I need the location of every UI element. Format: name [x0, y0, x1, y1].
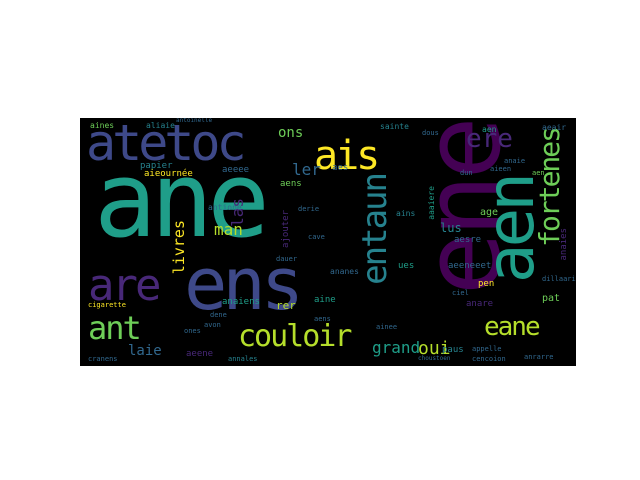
- word: dillaarian: [542, 275, 576, 283]
- word: are: [88, 260, 162, 311]
- word: cigarette: [88, 301, 126, 309]
- word: aeair: [542, 123, 567, 132]
- word: antoinelle: [176, 118, 213, 124]
- word: avon: [204, 321, 221, 329]
- word: aeene: [186, 349, 214, 359]
- word: choustoen: [418, 355, 451, 362]
- word: anaie: [504, 157, 526, 165]
- word: aes: [332, 163, 349, 173]
- word: ains: [396, 209, 416, 218]
- word: anaies: [559, 228, 569, 261]
- word: cave: [308, 233, 325, 241]
- word: atetoc: [86, 118, 247, 172]
- word: aens: [314, 315, 331, 323]
- word: aliaie: [146, 121, 175, 130]
- word: rer: [276, 299, 296, 312]
- word: aine: [314, 295, 336, 305]
- word: aaaiere: [427, 186, 436, 220]
- word: ane: [94, 139, 270, 261]
- word: aens: [280, 179, 302, 189]
- word: anrarre: [524, 353, 554, 361]
- word: ler: [292, 160, 321, 179]
- word: grand: [372, 338, 421, 357]
- word: pat: [542, 293, 561, 304]
- word: paus: [442, 345, 464, 355]
- word: dene: [210, 311, 227, 319]
- word: cranens: [88, 355, 118, 363]
- word: man: [214, 220, 243, 239]
- word: ajouter: [281, 210, 291, 248]
- word: livres: [170, 220, 188, 275]
- word: cencoion: [472, 355, 506, 363]
- word: aieournée: [144, 169, 193, 179]
- word: aen: [532, 169, 545, 177]
- word: entaun: [355, 174, 395, 285]
- word: lus: [440, 221, 462, 235]
- word: aeeee: [222, 165, 250, 175]
- word: aieen: [490, 165, 512, 173]
- word: pen: [478, 279, 495, 289]
- word: ainee: [376, 323, 398, 331]
- word: derie: [298, 205, 320, 213]
- word: anare: [466, 299, 494, 309]
- word: aesre: [454, 235, 482, 245]
- word: ens: [184, 242, 304, 326]
- word: dous: [422, 129, 439, 137]
- word: aines: [90, 121, 115, 130]
- word: ues: [398, 261, 415, 271]
- word: ons: [278, 125, 304, 141]
- word: laie: [128, 343, 162, 359]
- word: antione: [208, 203, 242, 212]
- word: aen: [482, 125, 497, 134]
- word: appelle: [472, 345, 502, 353]
- word: anaiens: [222, 297, 260, 307]
- word: couloir: [238, 319, 352, 354]
- word: age: [480, 207, 499, 218]
- word: oui: [418, 338, 451, 359]
- word: ones: [184, 327, 201, 335]
- word: dun: [460, 169, 473, 177]
- word: papier: [140, 161, 173, 171]
- word: annales: [228, 355, 258, 363]
- word: aeeneeet: [448, 261, 492, 271]
- word: sainte: [380, 122, 409, 131]
- word: dauer: [276, 255, 298, 263]
- word: ere: [466, 124, 513, 154]
- word: ananes: [330, 267, 359, 276]
- word: eane: [484, 312, 541, 342]
- word: ciel: [452, 289, 469, 297]
- word-cloud: ane ene aen ens are atetoc ais couloir a…: [80, 118, 576, 366]
- word: ant: [88, 309, 142, 347]
- word: ais: [314, 133, 380, 179]
